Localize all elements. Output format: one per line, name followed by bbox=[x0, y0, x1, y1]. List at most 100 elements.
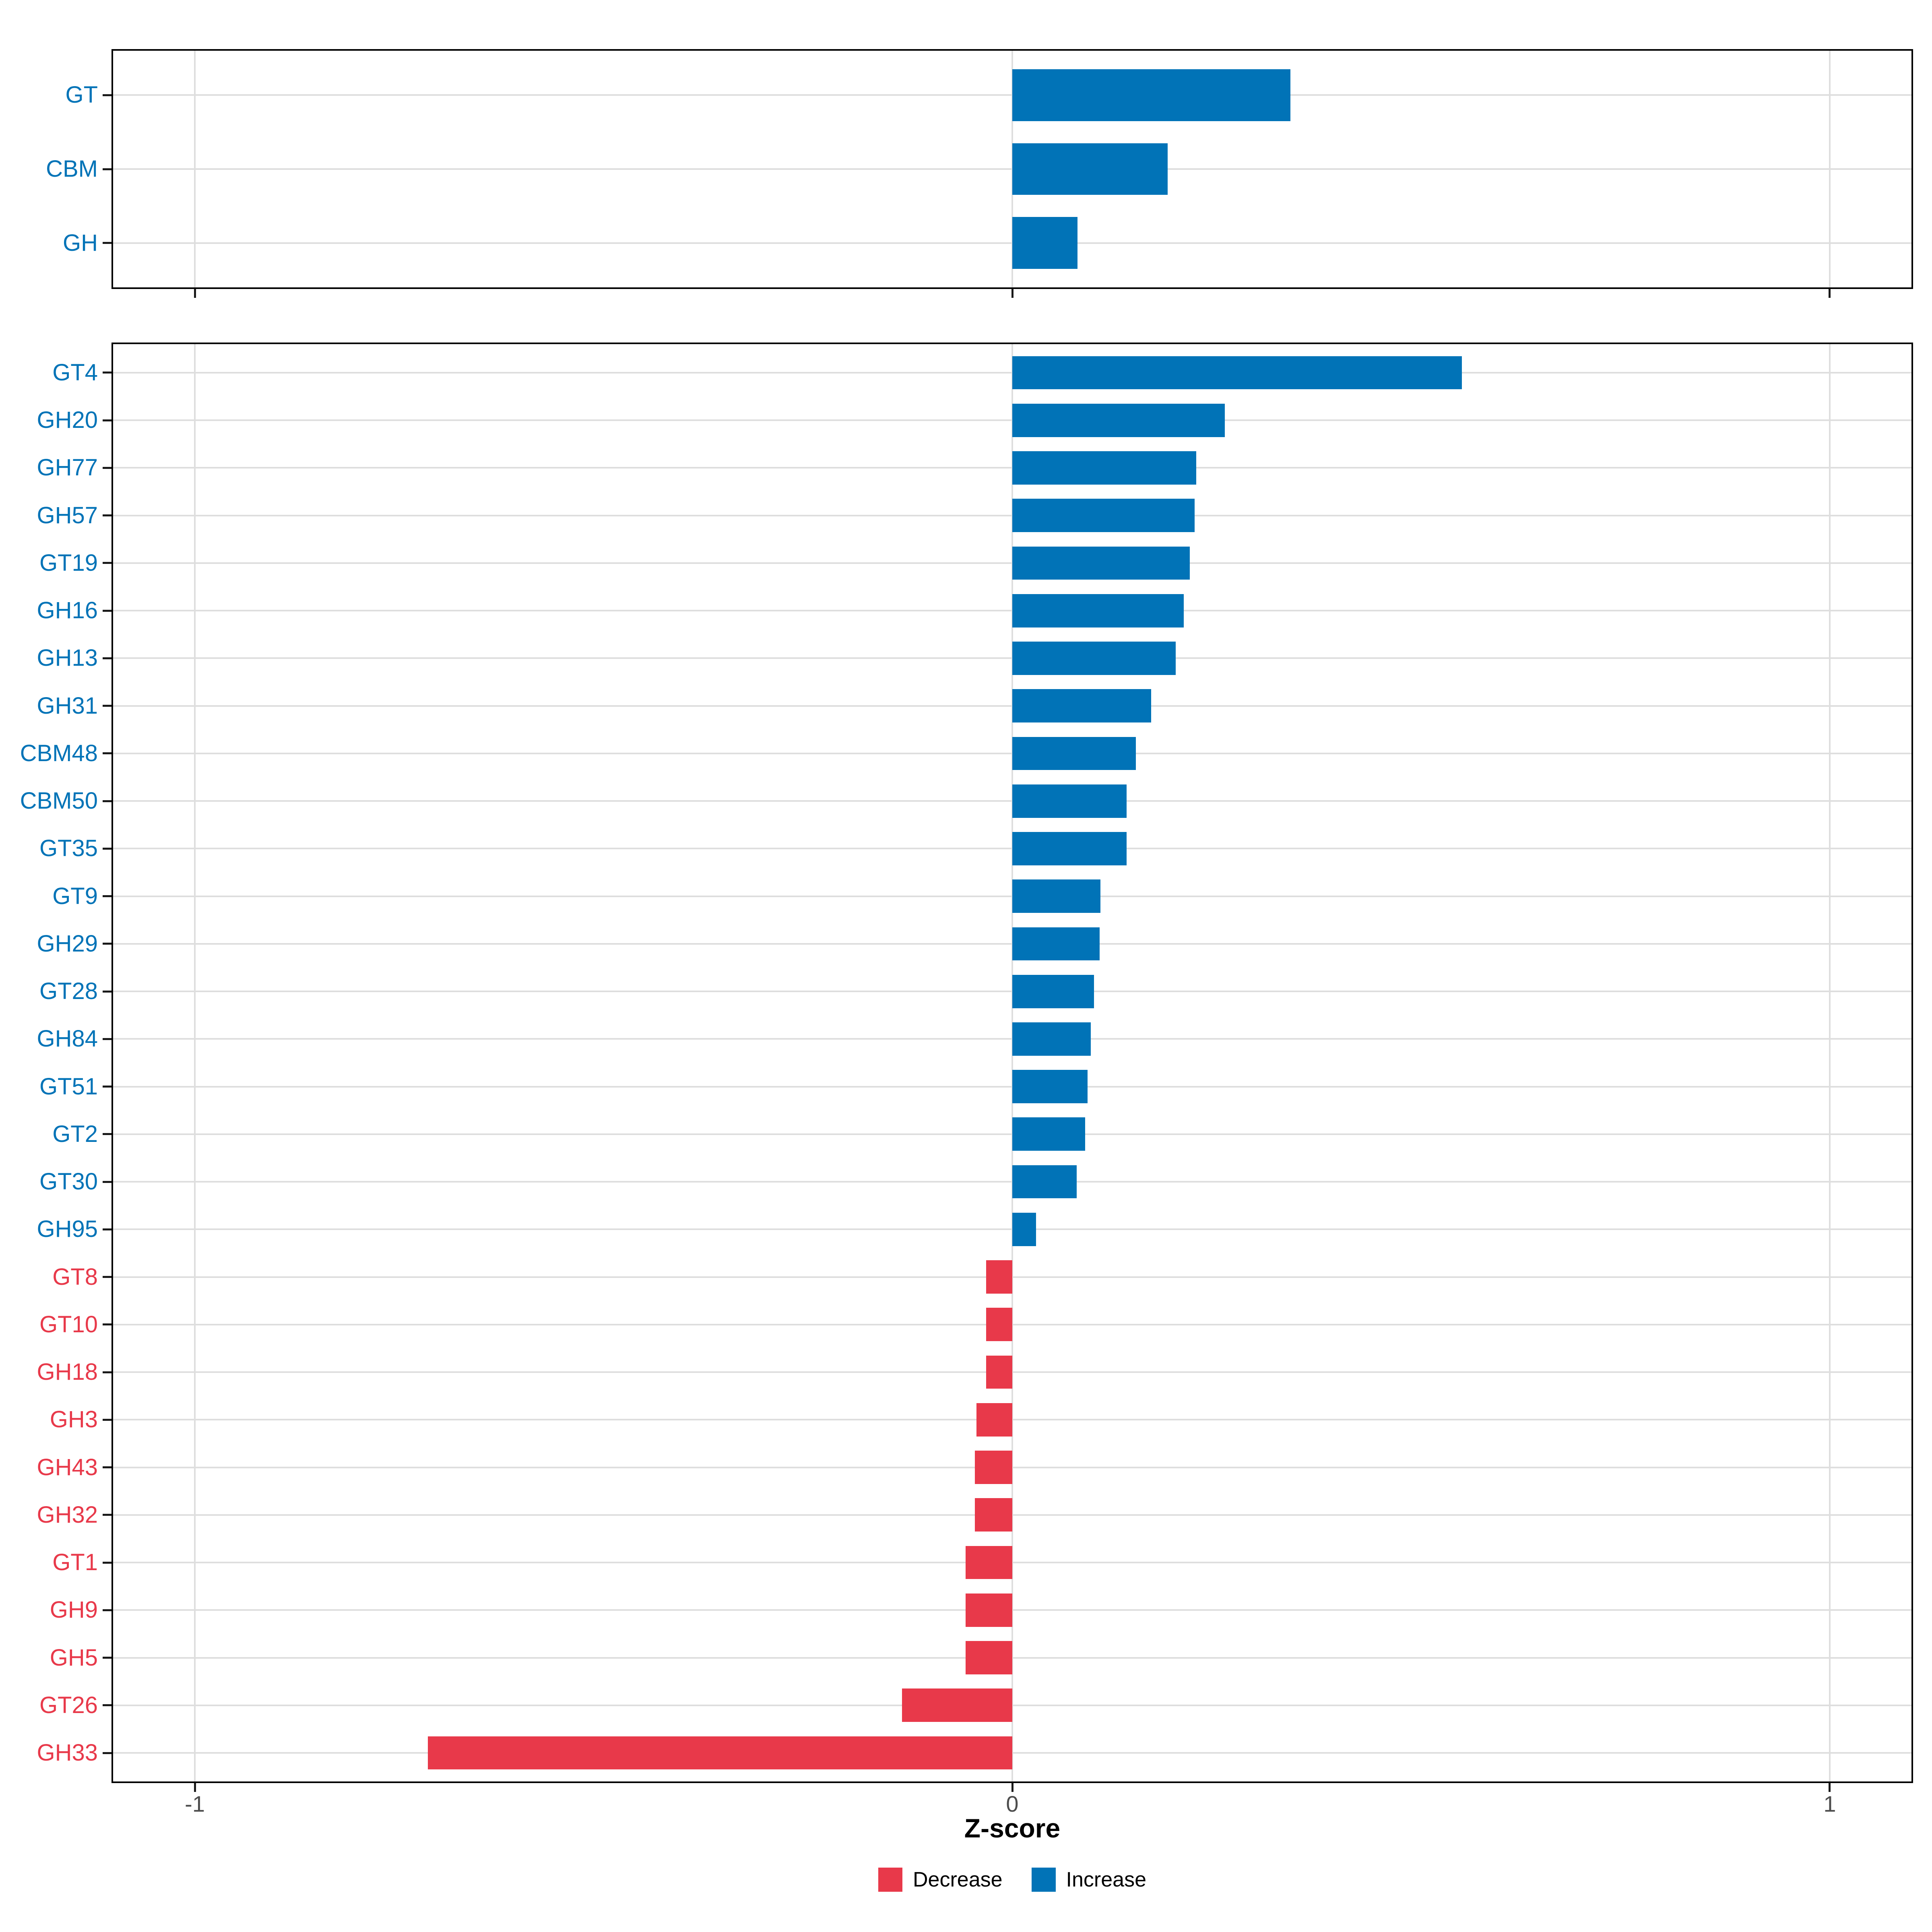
x-axis-tick-label: 1 bbox=[1823, 1791, 1836, 1816]
y-axis-tick bbox=[103, 1133, 111, 1135]
category-label-gt2: GT2 bbox=[52, 1121, 98, 1147]
gridline-vertical bbox=[1829, 344, 1831, 1781]
y-axis-tick bbox=[103, 1276, 111, 1278]
legend-label-increase: Increase bbox=[1066, 1868, 1146, 1891]
x-axis-title: Z-score bbox=[964, 1813, 1061, 1843]
legend: Decrease Increase bbox=[111, 1868, 1913, 1892]
category-label-cbm: CBM bbox=[46, 156, 98, 182]
gridline-horizontal bbox=[113, 1466, 1911, 1468]
category-label-gt28: GT28 bbox=[39, 978, 98, 1005]
bar-gt8 bbox=[986, 1260, 1012, 1294]
y-axis-tick bbox=[103, 752, 111, 755]
y-axis-tick bbox=[103, 1466, 111, 1469]
x-axis-tick bbox=[194, 289, 196, 298]
y-axis-tick bbox=[103, 466, 111, 469]
category-label-gh57: GH57 bbox=[37, 502, 98, 528]
category-label-gh32: GH32 bbox=[37, 1501, 98, 1528]
bar-gt51 bbox=[1012, 1070, 1088, 1103]
category-label-gt1: GT1 bbox=[52, 1549, 98, 1576]
category-label-gh13: GH13 bbox=[37, 645, 98, 671]
gridline-vertical bbox=[194, 344, 196, 1781]
y-axis-tick bbox=[103, 800, 111, 802]
y-axis-tick bbox=[103, 705, 111, 707]
category-label-gt8: GT8 bbox=[52, 1263, 98, 1290]
gridline-vertical bbox=[1011, 344, 1013, 1781]
category-label-gh16: GH16 bbox=[37, 597, 98, 624]
bar-gt19 bbox=[1012, 546, 1190, 580]
gridline-horizontal bbox=[113, 1609, 1911, 1611]
panel-cazyme-class-summary bbox=[111, 49, 1913, 289]
bar-gt26 bbox=[902, 1688, 1012, 1722]
category-label-gt10: GT10 bbox=[39, 1311, 98, 1338]
y-axis-tick bbox=[103, 242, 111, 244]
y-axis-tick bbox=[103, 1657, 111, 1659]
category-label-gh77: GH77 bbox=[37, 454, 98, 481]
y-axis-tick bbox=[103, 372, 111, 374]
y-axis-tick bbox=[103, 609, 111, 612]
category-label-gt: GT bbox=[65, 82, 98, 108]
bar-gh20 bbox=[1012, 403, 1225, 437]
y-axis-tick bbox=[103, 1181, 111, 1183]
bar-gh77 bbox=[1012, 451, 1196, 485]
y-axis-tick bbox=[103, 990, 111, 993]
category-label-gt4: GT4 bbox=[52, 359, 98, 386]
bar-gh13 bbox=[1012, 642, 1176, 675]
category-label-gt26: GT26 bbox=[39, 1692, 98, 1718]
category-label-gh: GH bbox=[63, 229, 98, 256]
category-label-gt19: GT19 bbox=[39, 549, 98, 576]
bar-gh bbox=[1012, 217, 1078, 269]
gridline-horizontal bbox=[113, 1371, 1911, 1373]
y-axis-tick bbox=[103, 895, 111, 898]
bar-cbm48 bbox=[1012, 737, 1136, 770]
bar-gt4 bbox=[1012, 356, 1462, 390]
bar-gh5 bbox=[966, 1641, 1012, 1674]
category-label-gh31: GH31 bbox=[37, 692, 98, 719]
gridline-horizontal bbox=[113, 1704, 1911, 1706]
category-label-gt30: GT30 bbox=[39, 1168, 98, 1195]
bar-gt35 bbox=[1012, 832, 1127, 865]
bar-gh32 bbox=[974, 1498, 1012, 1532]
bar-gt10 bbox=[986, 1308, 1012, 1342]
bar-gt28 bbox=[1012, 974, 1094, 1008]
x-axis-tick bbox=[194, 1783, 196, 1792]
y-axis-tick bbox=[103, 1323, 111, 1326]
bar-gh18 bbox=[986, 1355, 1012, 1389]
category-label-gt35: GT35 bbox=[39, 835, 98, 862]
bar-gh57 bbox=[1012, 499, 1195, 533]
bar-gh33 bbox=[427, 1736, 1012, 1770]
category-label-cbm50: CBM50 bbox=[20, 788, 98, 814]
bar-gt bbox=[1012, 69, 1290, 121]
y-axis-tick bbox=[103, 1752, 111, 1754]
y-axis-tick bbox=[103, 1371, 111, 1373]
bar-gt30 bbox=[1012, 1165, 1077, 1199]
bar-gt9 bbox=[1012, 879, 1101, 913]
x-axis-tick bbox=[1011, 289, 1013, 298]
y-axis-tick bbox=[103, 657, 111, 659]
x-axis-tick bbox=[1829, 289, 1831, 298]
legend-swatch-decrease bbox=[878, 1868, 902, 1892]
y-axis-tick bbox=[103, 1086, 111, 1088]
gridline-horizontal bbox=[113, 1276, 1911, 1278]
y-axis-tick bbox=[103, 514, 111, 517]
gridline-horizontal bbox=[113, 1562, 1911, 1564]
bar-gh31 bbox=[1012, 689, 1152, 723]
legend-item-increase: Increase bbox=[1031, 1868, 1146, 1892]
y-axis-tick bbox=[103, 943, 111, 945]
y-axis-tick bbox=[103, 168, 111, 170]
legend-item-decrease: Decrease bbox=[878, 1868, 1003, 1892]
category-label-gh29: GH29 bbox=[37, 930, 98, 957]
y-axis-tick bbox=[103, 1038, 111, 1040]
gridline-horizontal bbox=[113, 1752, 1911, 1754]
category-label-cbm48: CBM48 bbox=[20, 740, 98, 766]
bar-gt1 bbox=[966, 1546, 1012, 1579]
y-axis-tick bbox=[103, 1228, 111, 1230]
category-label-gh84: GH84 bbox=[37, 1026, 98, 1052]
gridline-horizontal bbox=[113, 1419, 1911, 1421]
x-axis-tick-label: -1 bbox=[185, 1791, 205, 1816]
y-axis-tick bbox=[103, 1561, 111, 1564]
y-axis-tick bbox=[103, 94, 111, 96]
y-axis-tick bbox=[103, 419, 111, 421]
bar-cbm50 bbox=[1012, 784, 1127, 818]
bar-gh3 bbox=[976, 1403, 1012, 1437]
